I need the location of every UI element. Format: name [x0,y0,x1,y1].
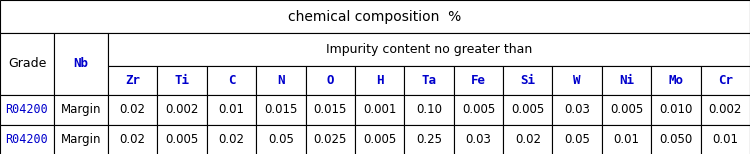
Text: Ni: Ni [619,74,634,87]
Text: 0.25: 0.25 [416,133,442,146]
Text: Impurity content no greater than: Impurity content no greater than [326,43,532,56]
Text: R04200: R04200 [5,103,48,116]
Bar [0,125,54,154]
Bar [355,95,404,125]
Bar [454,66,503,95]
Bar [108,95,158,125]
Bar [305,66,355,95]
Text: W: W [574,74,581,87]
Text: Cr: Cr [718,74,733,87]
Text: 0.005: 0.005 [166,133,199,146]
Bar [158,66,207,95]
Text: 0.03: 0.03 [466,133,491,146]
Text: 0.01: 0.01 [218,103,244,116]
Bar [0,0,750,33]
Text: Ta: Ta [422,74,436,87]
Text: Zr: Zr [125,74,140,87]
Text: O: O [326,74,334,87]
Text: R04200: R04200 [5,133,48,146]
Text: C: C [228,74,236,87]
Text: 0.001: 0.001 [363,103,396,116]
Text: Nb: Nb [74,57,88,70]
Text: 0.03: 0.03 [564,103,590,116]
Text: 0.015: 0.015 [264,103,298,116]
Text: 0.10: 0.10 [416,103,442,116]
Text: Margin: Margin [61,103,101,116]
Text: 0.05: 0.05 [564,133,590,146]
Bar [207,95,256,125]
Bar [355,125,404,154]
Text: 0.005: 0.005 [462,103,495,116]
Text: 0.02: 0.02 [514,133,541,146]
Text: Mo: Mo [668,74,683,87]
Bar [651,125,700,154]
Text: 0.010: 0.010 [659,103,692,116]
Text: 0.025: 0.025 [314,133,347,146]
Bar [54,95,108,125]
Bar [553,125,602,154]
Bar [503,95,553,125]
Bar [404,95,454,125]
Bar [404,66,454,95]
Bar [158,125,207,154]
Text: Ti: Ti [175,74,190,87]
Bar [700,66,750,95]
Bar [108,125,158,154]
Bar [256,125,305,154]
Text: 0.005: 0.005 [512,103,544,116]
Bar [355,66,404,95]
Bar [207,125,256,154]
Bar [454,95,503,125]
Bar [108,33,750,66]
Bar [602,95,651,125]
Bar [54,125,108,154]
Bar [305,125,355,154]
Bar [553,66,602,95]
Bar [454,125,503,154]
Text: Fe: Fe [471,74,486,87]
Bar [0,95,54,125]
Bar [651,95,700,125]
Bar [602,66,651,95]
Bar [54,33,108,95]
Text: 0.02: 0.02 [120,103,146,116]
Text: 0.002: 0.002 [166,103,199,116]
Text: 0.01: 0.01 [614,133,640,146]
Text: 0.02: 0.02 [120,133,146,146]
Bar [503,125,553,154]
Text: 0.005: 0.005 [363,133,396,146]
Text: Margin: Margin [61,133,101,146]
Bar [158,95,207,125]
Text: Grade: Grade [8,57,46,70]
Bar [305,95,355,125]
Bar [503,66,553,95]
Bar [700,95,750,125]
Bar [108,66,158,95]
Bar [553,95,602,125]
Text: 0.002: 0.002 [709,103,742,116]
Bar [404,125,454,154]
Bar [207,66,256,95]
Bar [0,33,54,95]
Bar [602,125,651,154]
Bar [256,66,305,95]
Text: H: H [376,74,383,87]
Text: 0.050: 0.050 [659,133,692,146]
Text: 0.02: 0.02 [218,133,244,146]
Text: chemical composition  %: chemical composition % [288,10,461,24]
Bar [651,66,700,95]
Bar [256,95,305,125]
Text: 0.05: 0.05 [268,133,294,146]
Text: 0.005: 0.005 [610,103,644,116]
Text: 0.01: 0.01 [712,133,738,146]
Text: Si: Si [520,74,536,87]
Text: N: N [277,74,284,87]
Bar [700,125,750,154]
Text: 0.015: 0.015 [314,103,347,116]
